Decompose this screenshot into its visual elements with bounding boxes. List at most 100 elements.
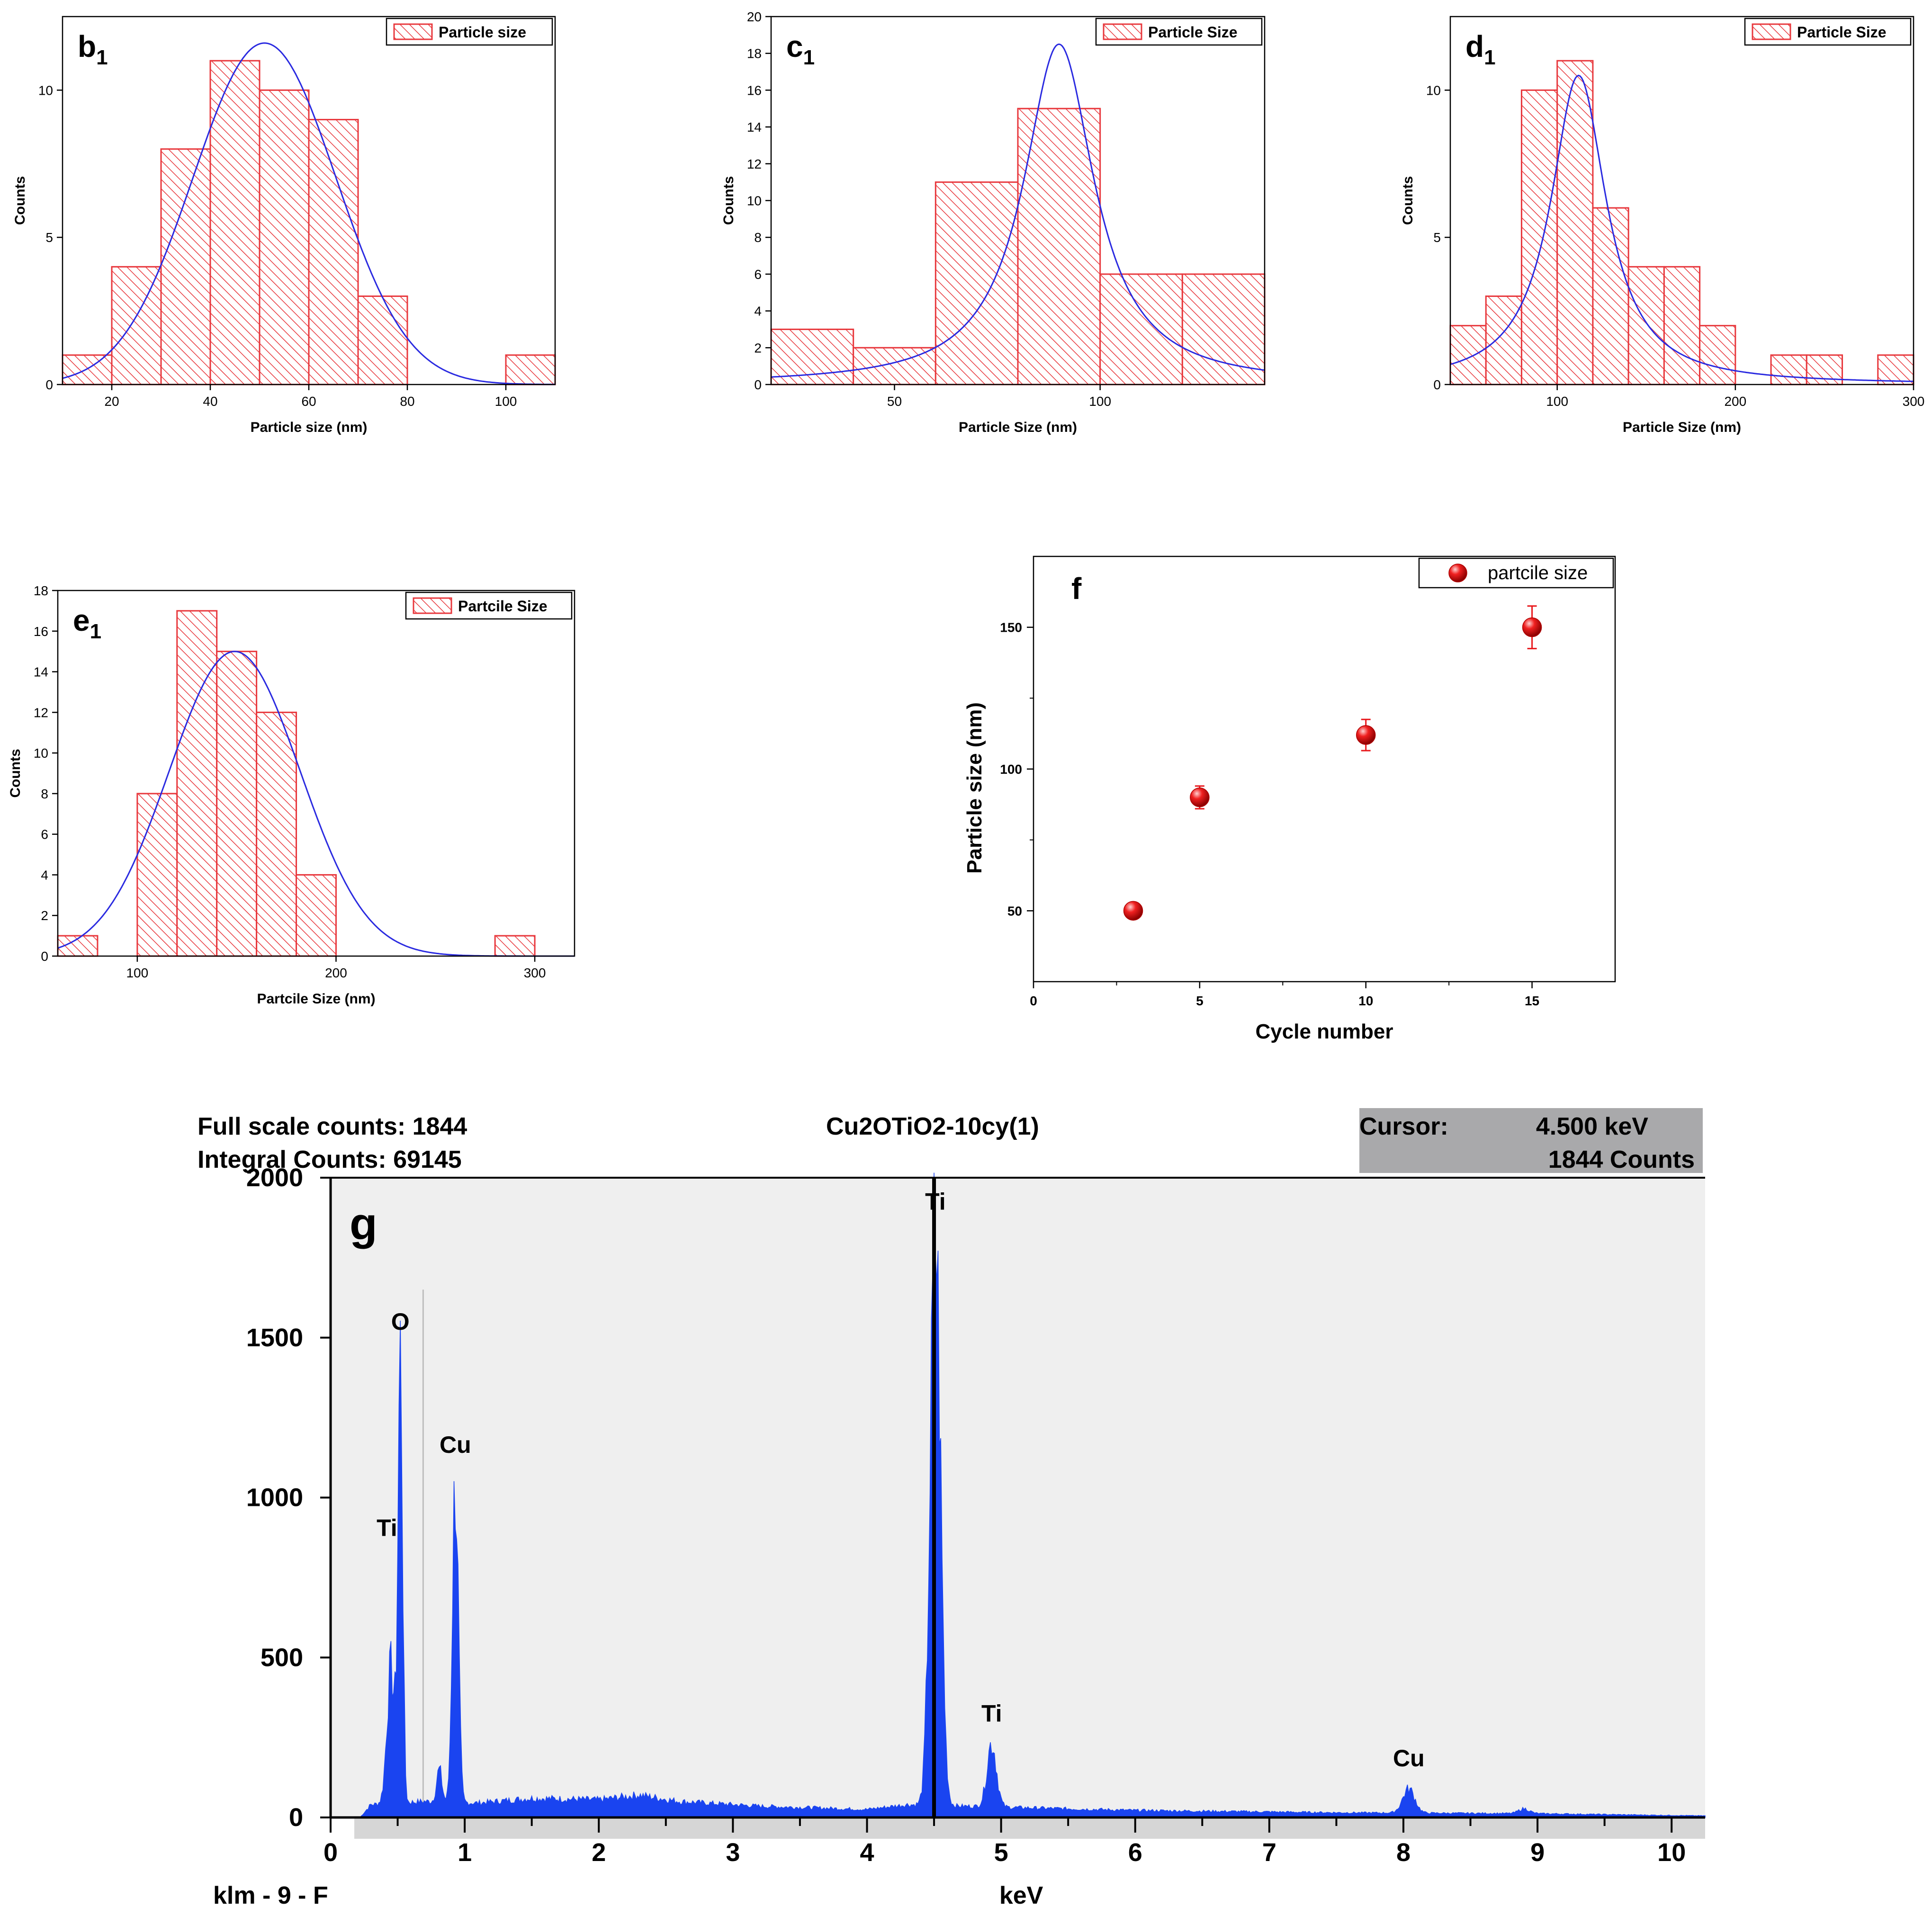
y-tick-label: 50: [1007, 904, 1022, 918]
plot-frame: [1449, 16, 1914, 385]
x-tick-label: 5: [994, 1838, 1008, 1867]
histogram-bar: [1520, 89, 1558, 385]
x-axis-title: keV: [999, 1882, 1043, 1909]
x-tick-label: 6: [1128, 1838, 1142, 1867]
x-tick-label: 100: [126, 966, 148, 980]
x-tick-label: 4: [860, 1838, 874, 1867]
cursor-label: Cursor:: [1359, 1113, 1448, 1140]
histogram-bar: [1181, 273, 1266, 385]
y-tick-label: 20: [747, 9, 762, 24]
y-tick-label: 10: [34, 746, 48, 761]
y-tick-label: 0: [289, 1803, 303, 1832]
panel-b1: 20 40 60 80 100 0 5 10 Particle size (nm) Counts b…: [12, 16, 556, 435]
y-tick-label: 8: [754, 230, 762, 245]
y-tick-label: 1000: [246, 1484, 303, 1512]
histogram-bar: [209, 60, 261, 385]
fit-curve: [771, 43, 1265, 378]
x-tick-label: 10: [1358, 993, 1373, 1008]
y-axis-title: Particle size (nm): [963, 702, 986, 874]
full-scale-counts: Full scale counts: 1844: [198, 1113, 467, 1140]
detector-label: klm - 9 - F: [213, 1882, 328, 1909]
panel-c1: 50 100 0 2 4 6 8 10 12 14 16 18 20 Particle Size (nm)…: [721, 9, 1266, 435]
y-tick-label: 16: [747, 83, 762, 98]
legend-marker: [1448, 564, 1467, 582]
histogram-bar: [176, 610, 218, 957]
y-tick-label: 8: [41, 787, 48, 801]
y-tick-label: 4: [754, 304, 762, 319]
y-tick-label: 2: [754, 340, 762, 355]
peak-label: Ti: [981, 1700, 1002, 1727]
legend-label: Particle size: [439, 24, 526, 41]
y-tick-label: 12: [747, 157, 762, 171]
integral-counts: Integral Counts: 69145: [198, 1146, 462, 1173]
peak-label: Ti: [377, 1515, 397, 1541]
cursor-value: 4.500 keV: [1536, 1113, 1648, 1140]
y-tick-label: 10: [38, 83, 53, 98]
y-tick-label: 150: [1000, 620, 1022, 635]
histogram-bar: [1485, 295, 1522, 385]
spectrum-title: Cu2OTiO2-10cy(1): [826, 1113, 1039, 1140]
legend-label: partcile size: [1488, 563, 1588, 583]
x-tick-label: 50: [887, 394, 902, 409]
y-tick-label: 0: [754, 377, 762, 392]
y-tick-label: 2000: [246, 1163, 303, 1192]
histogram-bar: [770, 328, 854, 385]
x-tick-label: 0: [1030, 993, 1037, 1008]
peak-label: Cu: [1393, 1745, 1425, 1772]
x-axis-title: Partcile Size (nm): [257, 991, 375, 1007]
y-tick-label: 5: [45, 230, 53, 245]
panel-g: 0 500 1000 1500 2000 0 1 2 3 4 5 6 7 8 9 10 O Cu Ti Ti Ti Cu g…: [198, 1108, 1706, 1909]
y-tick-label: 4: [41, 868, 48, 882]
histogram-bar: [256, 711, 297, 957]
histogram-bar: [216, 651, 258, 957]
y-tick-label: 10: [747, 194, 762, 208]
y-tick-label: 1500: [246, 1324, 303, 1352]
legend-swatch: [413, 597, 452, 614]
y-tick-label: 6: [754, 267, 762, 282]
histogram-bar: [1556, 60, 1594, 385]
y-tick-label: 14: [747, 120, 762, 134]
y-tick-label: 0: [45, 377, 53, 392]
x-tick-label: 9: [1530, 1838, 1545, 1867]
peak-label: Cu: [440, 1432, 471, 1458]
legend-swatch: [1752, 23, 1791, 40]
x-tick-label: 100: [1546, 394, 1568, 409]
histogram-bar: [494, 935, 536, 957]
histogram-bar: [296, 874, 337, 957]
cursor-counts: 1844 Counts: [1548, 1146, 1695, 1173]
histogram-bar: [505, 354, 556, 385]
data-point: [1356, 725, 1376, 745]
spectrum-trace: [359, 1172, 1706, 1818]
panel-label-subscript: 1: [803, 46, 815, 69]
histogram-bar: [1770, 354, 1807, 385]
x-tick-label: 0: [323, 1838, 338, 1867]
legend-swatch: [1103, 23, 1142, 40]
x-axis-title: Particle Size (nm): [1623, 420, 1741, 435]
y-tick-label: 18: [747, 46, 762, 61]
x-tick-label: 1: [458, 1838, 472, 1867]
y-tick-label: 6: [41, 827, 48, 842]
histogram-bar: [1592, 207, 1629, 385]
cursor-box: [1359, 1108, 1703, 1173]
x-tick-label: 300: [524, 966, 546, 980]
legend-label: Particle Size: [1797, 24, 1887, 41]
histogram-bar: [1627, 266, 1665, 385]
x-tick-label: 40: [203, 394, 217, 409]
histogram-bar: [136, 793, 178, 957]
y-tick-label: 14: [34, 665, 48, 680]
panel-d1: 100 200 300 0 5 10 Particle Size (nm) Counts d1 P…: [1400, 16, 1924, 435]
peak-label: O: [391, 1308, 410, 1335]
y-tick-label: 5: [1433, 230, 1441, 245]
panel-label-subscript: 1: [90, 620, 101, 643]
x-tick-label: 8: [1396, 1838, 1411, 1867]
y-tick-label: 100: [1000, 762, 1022, 777]
x-tick-label: 60: [301, 394, 316, 409]
y-tick-label: 500: [261, 1643, 303, 1672]
histogram-bar: [259, 89, 310, 385]
y-tick-label: 12: [34, 705, 48, 720]
spectrum-background: [331, 1178, 1705, 1817]
panel-label: f: [1071, 572, 1082, 606]
x-tick-label: 200: [325, 966, 347, 980]
panel-f: 0 5 10 15 50 100 150 Cycle number Particle size …: [963, 555, 1616, 1043]
